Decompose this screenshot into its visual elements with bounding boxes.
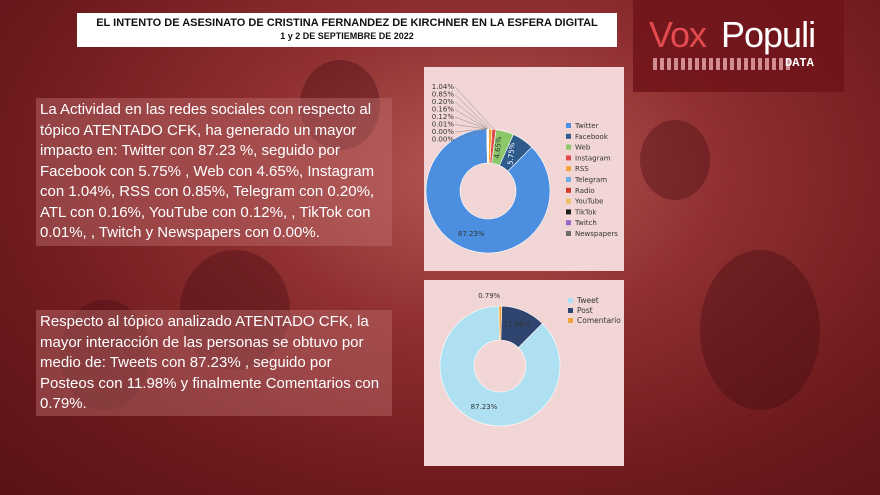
legend-label-instagram: Instagram [575,154,611,162]
data-label-rss: 0.85% [432,91,455,99]
networks-donut-chart: 87.23% 5.75% 4.65% 1.04%0.85%0.20%0.16%0.12… [425,83,618,254]
leader-line-telegram [454,101,489,130]
legend-swatch-twitter [566,123,571,128]
leader-line-rss [454,94,491,130]
crowd-figure [640,120,710,200]
legend-swatch-tweet [568,298,573,303]
legend-swatch-comentario [568,318,573,323]
legend-label-post: Post [577,306,593,315]
legend-swatch-rss [566,166,571,172]
leader-line-twitch [454,128,487,133]
page-subtitle-date: 1 y 2 DE SEPTIEMBRE DE 2022 [280,31,414,41]
brand-logo: Vox Populi DATA [633,0,844,92]
brand-name-populi: Populi [721,14,816,55]
legend-label-tiktok: TikTok [574,208,597,216]
leader-line-instagram [454,86,495,130]
data-label-facebook: 5.75% [507,142,517,165]
slice-comentario [498,305,503,341]
legend-swatch-facebook [566,133,571,139]
brand-bars-graphic [653,58,793,70]
data-label-youtube: 0.12% [432,113,455,121]
page-title: EL INTENTO DE ASESINATO DE CRISTINA FERN… [96,17,598,29]
data-label-instagram: 1.04% [432,83,455,91]
data-label-radio: 0.16% [432,106,455,114]
legend-swatch-post [568,308,573,313]
title-banner: EL INTENTO DE ASESINATO DE CRISTINA FERN… [77,13,617,47]
legend-label-twitch: Twitch [574,219,597,227]
legend-swatch-radio [566,187,571,193]
legend-swatch-telegram [566,177,571,182]
legend-swatch-newspapers [566,231,571,236]
slice-tiktok [486,128,488,164]
leader-line-youtube [454,116,488,130]
interaction-chart-panel: 87.23% 11.98% 0.79% Tweet Post Comentario [424,280,624,466]
crowd-figure [180,250,290,370]
data-label-telegram: 0.20% [432,98,455,106]
interaction-paragraph: Respecto al tópico analizado ATENTADO CF… [36,310,392,416]
networks-chart-panel: 87.23% 5.75% 4.65% 1.04% 0.85% 0.20% 0.16% 0.12… [424,67,624,271]
legend-label-tweet: Tweet [576,296,599,305]
data-label-comentario: 0.79% [478,292,501,300]
legend-swatch-tiktok [566,209,571,215]
legend-swatch-youtube [566,198,571,204]
legend-label-youtube: YouTube [574,198,603,206]
crowd-figure [300,60,380,150]
data-label-post: 11.98% [504,320,531,328]
data-label-twitter: 87.23% [458,230,485,238]
leader-line-radio [454,109,488,130]
brand-sub-data: DATA [785,56,814,70]
data-label-twitch: 0.00% [432,128,455,136]
social-activity-paragraph: La Actividad en las redes sociales con r… [36,98,392,246]
brand-name-vox: Vox [649,14,707,55]
leader-line-newspapers [454,128,487,140]
legend-label-radio: Radio [575,187,595,195]
crowd-figure [60,300,150,410]
legend-swatch-web [566,144,571,150]
legend-label-twitter: Twitter [574,122,599,130]
legend-label-rss: RSS [575,165,589,173]
legend-swatch-instagram [566,155,571,161]
legend-label-comentario: Comentario [577,316,621,325]
legend-label-telegram: Telegram [574,176,607,184]
legend-label-facebook: Facebook [575,133,609,141]
data-label-tweet: 87.23% [471,403,498,411]
leader-line-tiktok [454,124,487,130]
data-label-tiktok: 0.01% [432,121,455,129]
data-label-newspapers: 0.00% [432,136,455,144]
data-label-web: 4.65% [493,136,503,159]
legend-label-web: Web [575,144,591,152]
crowd-figure [700,250,820,410]
legend-label-newspapers: Newspapers [575,230,618,238]
legend-swatch-twitch [566,220,571,226]
